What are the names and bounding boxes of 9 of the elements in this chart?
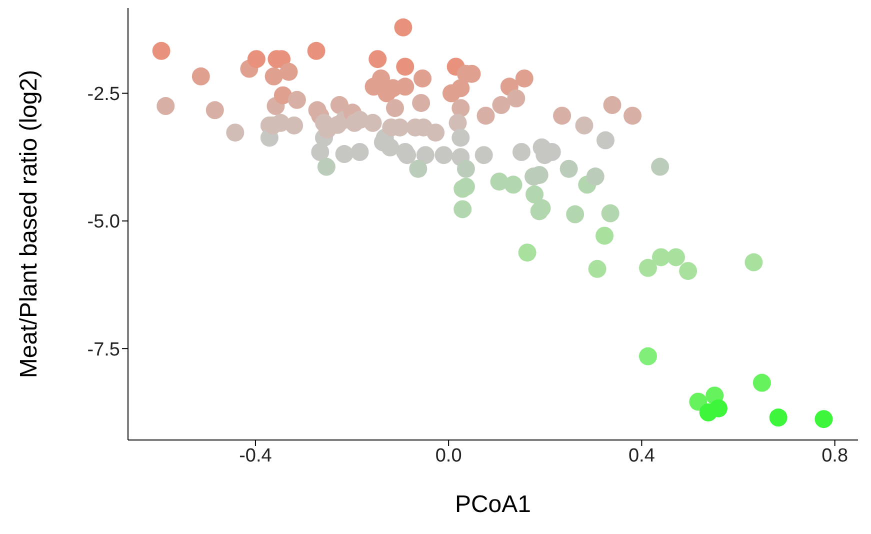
y-tick-label: -2.5 bbox=[87, 84, 120, 106]
x-tick-label: -0.4 bbox=[239, 445, 272, 466]
y-tick-label: -7.5 bbox=[87, 339, 120, 360]
x-axis-title: PCoA1 bbox=[454, 491, 532, 518]
x-tick-label: 0.8 bbox=[822, 445, 848, 466]
y-tick-label: -5.0 bbox=[87, 212, 120, 233]
x-tick-label: 0.4 bbox=[628, 445, 656, 466]
y-axis-title: Meat/Plant based ratio (log2) bbox=[16, 70, 43, 378]
x-tick-label: 0.0 bbox=[435, 445, 462, 466]
